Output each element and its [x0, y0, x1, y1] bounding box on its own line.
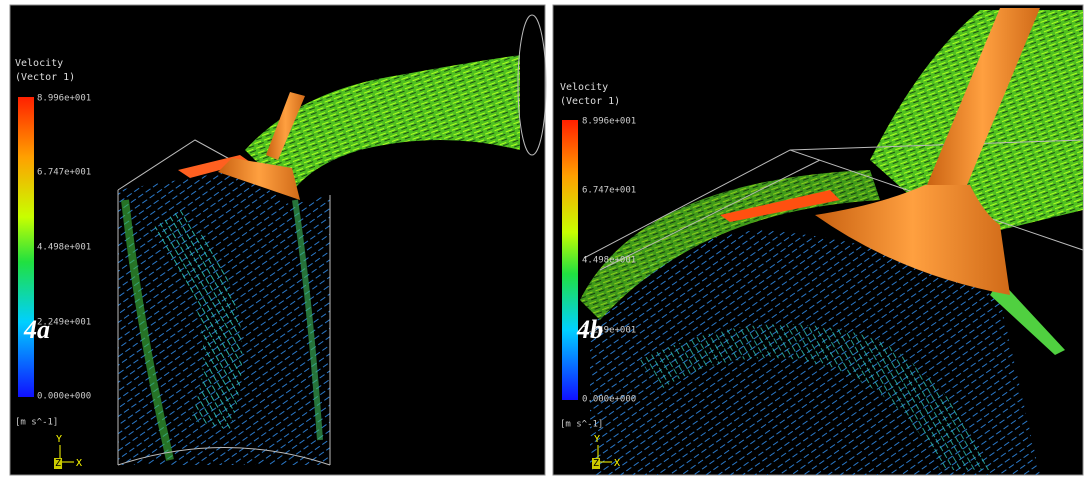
- port-flow: [245, 55, 520, 195]
- color-tick: 4.498e+001: [37, 243, 91, 253]
- color-tick: 4.498e+001: [582, 256, 636, 266]
- valve-head: [218, 158, 300, 200]
- panel-label: 4a: [23, 315, 50, 344]
- legend-subtitle: (Vector 1): [15, 72, 75, 83]
- color-tick: 6.747e+001: [37, 168, 91, 178]
- color-tick: 8.996e+001: [37, 94, 91, 104]
- panel-4b: Velocity (Vector 1) 8.996e+001 6.747e+00…: [552, 4, 1084, 476]
- axis-x: X: [76, 458, 82, 469]
- legend-unit: [m s^-1]: [560, 420, 603, 430]
- valve-head: [815, 185, 1010, 295]
- axis-y: Y: [56, 434, 62, 445]
- axis-z: Z: [55, 458, 61, 469]
- valve-stem: [925, 8, 1040, 190]
- axis-z-box: [54, 458, 63, 469]
- legend-subtitle: (Vector 1): [560, 96, 620, 107]
- wall-jet: [121, 199, 174, 461]
- panel-label: 4b: [576, 315, 603, 344]
- legend-title: Velocity: [560, 82, 608, 93]
- color-tick: 2.249e+001: [582, 326, 636, 336]
- legend-title: Velocity: [15, 58, 63, 69]
- axis-y: Y: [594, 434, 600, 445]
- valve-stem: [266, 92, 305, 160]
- wall-jet: [292, 199, 323, 441]
- color-tick: 2.249e+001: [37, 318, 91, 328]
- axis-z-box: [592, 458, 601, 469]
- color-tick: 0.000e+000: [37, 392, 91, 402]
- port-inlet: [517, 14, 547, 156]
- color-tick: 0.000e+000: [582, 395, 636, 405]
- panel-4a: Velocity (Vector 1) 8.996e+001 6.747e+00…: [9, 4, 547, 476]
- exit-jet: [990, 280, 1065, 355]
- valve-jet: [720, 190, 840, 222]
- legend-unit: [m s^-1]: [15, 418, 58, 428]
- color-tick: 6.747e+001: [582, 186, 636, 196]
- axis-z: Z: [593, 458, 599, 469]
- color-tick: 8.996e+001: [582, 117, 636, 127]
- swirl-flow: [150, 210, 243, 430]
- swirl-flow: [640, 324, 990, 470]
- color-bar: [18, 97, 34, 397]
- inflow: [580, 170, 880, 320]
- color-bar: [562, 120, 578, 400]
- axis-x: X: [614, 458, 620, 469]
- cylinder-outline: [117, 139, 331, 466]
